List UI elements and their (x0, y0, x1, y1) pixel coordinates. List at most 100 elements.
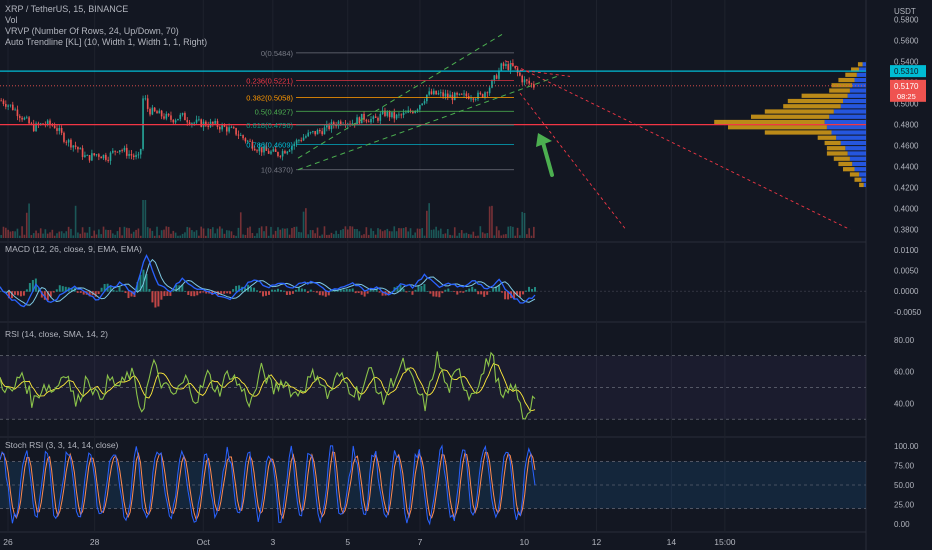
vrvp-down-bar (849, 172, 860, 177)
volume-bar (107, 229, 109, 238)
vrvp-down-bar (764, 130, 832, 135)
macd-histogram-bar (22, 291, 25, 296)
macd-histogram-bar (528, 286, 531, 292)
volume-bar (426, 210, 428, 238)
macd-histogram-bar (429, 291, 432, 294)
candle-body (477, 92, 479, 100)
pane-tick: 100.00 (894, 442, 919, 451)
candle-body (309, 132, 312, 133)
candle-body (307, 132, 310, 137)
candle-body (128, 154, 130, 156)
candle-body (335, 125, 337, 127)
candle-body (479, 92, 482, 95)
macd-histogram-bar (31, 279, 34, 292)
volume-bar (309, 230, 312, 238)
candle-body (35, 123, 37, 132)
volume-bar (360, 235, 363, 238)
candle-body (7, 105, 9, 107)
volume-bar (174, 232, 177, 238)
candle-body (46, 120, 49, 125)
candle-body (144, 98, 147, 100)
macd-histogram-bar (486, 291, 489, 295)
volume-bar (523, 212, 526, 238)
macd-histogram-bar (519, 291, 522, 298)
macd-histogram-bar (70, 288, 73, 292)
macd-histogram-bar (270, 289, 273, 292)
volume-bar (267, 235, 270, 238)
candle-body (165, 113, 168, 119)
macd-histogram-bar (100, 287, 103, 292)
candle-body (116, 151, 119, 153)
candle-body (533, 84, 535, 88)
rsi-label[interactable]: RSI (14, close, SMA, 14, 2) (5, 329, 108, 339)
symbol-title[interactable]: XRP / TetherUS, 15, BINANCE (5, 4, 129, 14)
candle-body (465, 93, 468, 97)
volume-bar (44, 229, 47, 238)
volume-bar (249, 226, 251, 238)
macd-histogram-bar (327, 291, 330, 296)
vrvp-up-bar (833, 109, 866, 114)
volume-bar (202, 228, 205, 238)
time-label: 12 (592, 537, 602, 547)
volume-bar (300, 232, 303, 238)
vrvp-up-bar (845, 146, 866, 151)
vrvp-indicator-label[interactable]: VRVP (Number Of Rows, 24, Up/Down, 70) (5, 26, 179, 36)
candle-body (88, 155, 91, 161)
volume-bar (326, 234, 328, 238)
volume-bar (118, 227, 121, 238)
volume-bar (477, 235, 479, 238)
macd-histogram-bar (139, 274, 142, 292)
candle-body (370, 118, 372, 123)
candle-body (184, 113, 186, 121)
candle-body (442, 92, 444, 97)
macd-histogram-bar (273, 289, 276, 292)
volume-bar (414, 232, 417, 238)
current-price-badge (890, 79, 926, 102)
vol-indicator-label[interactable]: Vol (5, 15, 18, 25)
volume-bar (372, 231, 375, 238)
candle-body (330, 122, 333, 130)
volume-bar (98, 229, 100, 238)
macd-histogram-bar (19, 291, 22, 297)
candle-body (56, 128, 58, 131)
candle-body (519, 72, 521, 76)
macd-histogram-bar (61, 286, 64, 292)
volume-bar (521, 211, 524, 238)
pane-tick: 50.00 (894, 481, 915, 490)
volume-bar (470, 234, 472, 238)
candle-body (337, 121, 340, 127)
candle-body (433, 90, 435, 95)
candle-body (458, 93, 461, 95)
current-price-text: 0.5170 (894, 82, 919, 91)
vrvp-up-bar (849, 88, 866, 93)
volume-bar (186, 226, 189, 238)
volume-bar (463, 233, 465, 238)
fib-label-0: 0(0.5484) (261, 49, 294, 58)
volume-bar (14, 231, 16, 238)
volume-bar (384, 230, 386, 238)
stoch-rsi-label[interactable]: Stoch RSI (3, 3, 14, 14, close) (5, 440, 119, 450)
macd-histogram-bar (276, 288, 279, 292)
candle-body (365, 119, 368, 122)
candle-body (279, 156, 282, 157)
volume-bar (156, 226, 158, 238)
macd-label[interactable]: MACD (12, 26, close, 9, EMA, EMA) (5, 244, 142, 254)
candle-body (488, 87, 491, 94)
vrvp-down-bar (831, 83, 853, 88)
volume-bar (46, 233, 49, 238)
candle-body (125, 147, 128, 156)
volume-bar (286, 228, 289, 238)
volume-bar (505, 234, 507, 238)
volume-bar (291, 228, 293, 238)
candle-body (526, 79, 528, 81)
candle-body (421, 103, 423, 106)
macd-histogram-bar (199, 291, 202, 294)
macd-histogram-bar (342, 289, 345, 292)
volume-bar (472, 231, 475, 238)
pane-tick: 0.00 (894, 520, 910, 529)
volume-bar (63, 233, 65, 238)
trendline-indicator-label[interactable]: Auto Trendline [KL] (10, Width 1, Width … (5, 37, 208, 47)
macd-histogram-bar (366, 291, 369, 294)
time-label: 26 (3, 537, 13, 547)
